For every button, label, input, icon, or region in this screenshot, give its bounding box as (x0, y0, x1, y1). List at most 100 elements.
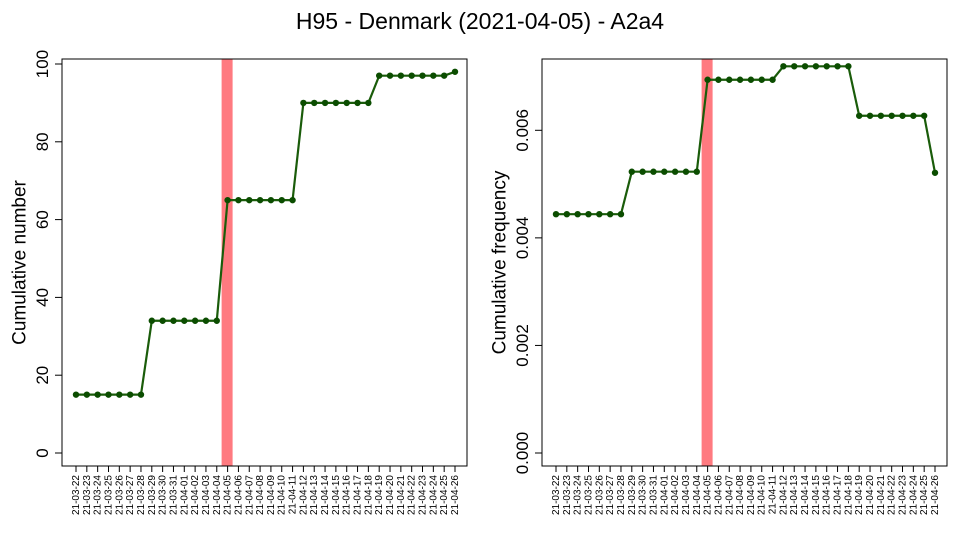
data-point (661, 168, 668, 175)
x-tick-label: 21-03-28 (616, 475, 627, 515)
x-tick-label: 21-04-05 (223, 475, 234, 515)
data-point (321, 99, 329, 107)
x-tick-label: 21-03-31 (168, 475, 179, 515)
x-tick-label: 21-04-17 (353, 475, 364, 515)
x-tick-label: 21-04-17 (833, 475, 844, 515)
y-tick-label: 0.000 (513, 432, 532, 475)
highlight-band (221, 59, 233, 466)
data-point (430, 72, 437, 79)
data-point (278, 196, 285, 204)
data-point (639, 168, 646, 175)
data-point (94, 391, 101, 398)
data-point (780, 63, 787, 70)
x-tick-label: 21-04-15 (811, 475, 822, 515)
data-point (332, 99, 340, 107)
data-point (289, 196, 296, 204)
data-point (671, 168, 679, 175)
x-tick-label: 21-04-20 (385, 475, 396, 515)
x-tick-label: 21-03-23 (82, 475, 93, 515)
data-point (617, 211, 625, 218)
x-tick-label: 21-04-09 (746, 475, 757, 515)
data-point (877, 112, 885, 119)
data-point (191, 317, 199, 324)
x-tick-label: 21-04-19 (854, 475, 865, 515)
y-tick-label: 80 (33, 132, 52, 151)
data-point (704, 76, 711, 83)
data-point (823, 63, 830, 70)
data-point (224, 196, 231, 204)
data-point (888, 112, 895, 119)
y-axis-label: Cumulative number (10, 179, 31, 344)
data-point (715, 76, 722, 83)
x-tick-label: 21-04-06 (233, 475, 244, 515)
series-line (556, 65, 937, 216)
data-point (72, 391, 80, 398)
x-tick-label: 21-04-20 (865, 475, 876, 515)
x-tick-label: 21-04-04 (692, 475, 703, 515)
x-tick-label: 21-04-04 (212, 475, 223, 515)
x-tick-label: 21-03-29 (147, 475, 158, 515)
data-point (585, 211, 592, 218)
highlight-band (701, 59, 713, 466)
x-tick-label: 21-04-13 (789, 475, 800, 515)
x-tick-label: 21-03-29 (627, 475, 638, 515)
x-tick-label: 21-04-07 (244, 475, 255, 515)
x-tick-label: 21-04-09 (266, 475, 277, 515)
data-point (866, 112, 874, 119)
data-point (834, 63, 841, 70)
data-point (650, 168, 657, 175)
data-point (159, 317, 166, 324)
x-tick-label: 21-03-31 (648, 475, 659, 515)
data-point (920, 112, 928, 119)
x-tick-label: 21-04-25 (919, 475, 930, 515)
x-tick-label: 21-03-30 (638, 475, 649, 515)
y-tick-label: 60 (33, 210, 52, 229)
x-tick-label: 21-04-19 (374, 475, 385, 515)
data-point (343, 99, 350, 107)
x-tick-label: 21-04-13 (309, 475, 320, 515)
data-point (419, 72, 426, 79)
x-tick-label: 21-04-14 (800, 475, 811, 515)
x-tick-label: 21-04-01 (179, 475, 190, 515)
x-tick-label: 21-04-12 (778, 475, 789, 515)
x-tick-label: 21-04-25 (439, 475, 450, 515)
x-tick-label: 21-04-26 (450, 475, 461, 515)
data-point (758, 76, 765, 83)
x-tick-label: 21-03-23 (562, 475, 573, 515)
data-point (552, 211, 560, 218)
data-point (910, 112, 917, 119)
x-tick-label: 21-04-18 (843, 475, 854, 515)
y-tick-label: 40 (33, 288, 52, 307)
x-tick-label: 21-04-05 (703, 475, 714, 515)
x-tick-label: 21-03-27 (605, 475, 616, 515)
data-point (354, 99, 361, 107)
data-point (791, 63, 798, 70)
data-point (365, 99, 372, 107)
data-point (736, 76, 744, 83)
data-point (451, 68, 459, 75)
x-tick-label: 21-03-30 (158, 475, 169, 515)
data-point (246, 196, 253, 204)
x-tick-label: 21-03-24 (93, 475, 104, 515)
data-point (256, 196, 264, 204)
x-tick-label: 21-04-22 (887, 475, 898, 515)
data-point (126, 391, 134, 398)
x-tick-label: 21-03-26 (594, 475, 605, 515)
data-point (801, 63, 809, 70)
data-point (563, 211, 571, 218)
x-tick-label: 21-03-25 (583, 475, 594, 515)
x-tick-label: 21-03-26 (114, 475, 125, 515)
y-tick-label: 20 (33, 366, 52, 385)
x-tick-label: 21-04-08 (255, 475, 266, 515)
x-tick-label: 21-04-23 (418, 475, 429, 515)
data-point (693, 168, 700, 175)
data-point (931, 169, 939, 176)
data-point (726, 76, 733, 83)
data-point (213, 317, 220, 324)
x-tick-label: 21-04-24 (908, 475, 919, 515)
x-tick-label: 21-04-16 (342, 475, 353, 515)
x-tick-label: 21-04-03 (681, 475, 692, 515)
x-tick-label: 21-04-21 (876, 475, 887, 515)
